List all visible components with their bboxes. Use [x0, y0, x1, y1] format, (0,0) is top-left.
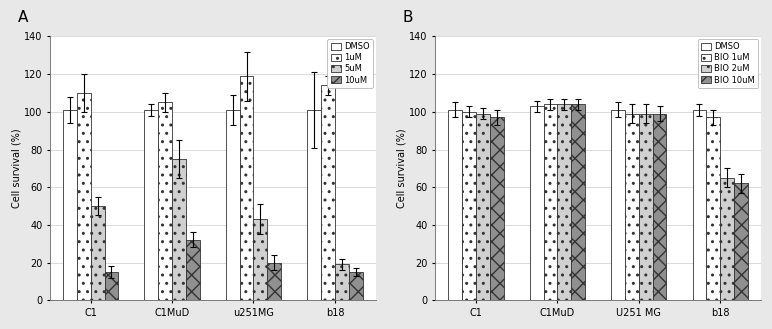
Bar — [692, 110, 706, 300]
Bar — [104, 272, 118, 300]
Bar — [490, 117, 503, 300]
Bar — [652, 114, 666, 300]
Bar — [625, 114, 638, 300]
Bar — [449, 110, 462, 300]
Bar — [476, 114, 490, 300]
Bar — [172, 159, 186, 300]
Bar — [611, 110, 625, 300]
Legend: DMSO, 1uM, 5uM, 10uM: DMSO, 1uM, 5uM, 10uM — [327, 39, 373, 88]
Bar — [462, 112, 476, 300]
Legend: DMSO, BIO 1uM, BIO 2uM, BIO 10uM: DMSO, BIO 1uM, BIO 2uM, BIO 10uM — [698, 39, 758, 88]
Bar — [253, 219, 267, 300]
Bar — [307, 110, 321, 300]
Bar — [706, 117, 720, 300]
Bar — [530, 106, 543, 300]
Bar — [571, 104, 585, 300]
Bar — [349, 272, 363, 300]
Bar — [158, 102, 172, 300]
Bar — [720, 178, 734, 300]
Y-axis label: Cell survival (%): Cell survival (%) — [11, 129, 21, 208]
Bar — [543, 104, 557, 300]
Bar — [267, 263, 281, 300]
Bar — [91, 206, 104, 300]
Text: B: B — [403, 10, 413, 25]
Bar — [321, 86, 335, 300]
Text: A: A — [18, 10, 28, 25]
Bar — [226, 110, 239, 300]
Bar — [335, 265, 349, 300]
Bar — [186, 240, 200, 300]
Bar — [734, 184, 748, 300]
Bar — [239, 76, 253, 300]
Bar — [77, 93, 91, 300]
Bar — [63, 110, 77, 300]
Y-axis label: Cell survival (%): Cell survival (%) — [396, 129, 406, 208]
Bar — [638, 114, 652, 300]
Bar — [144, 110, 158, 300]
Bar — [557, 104, 571, 300]
